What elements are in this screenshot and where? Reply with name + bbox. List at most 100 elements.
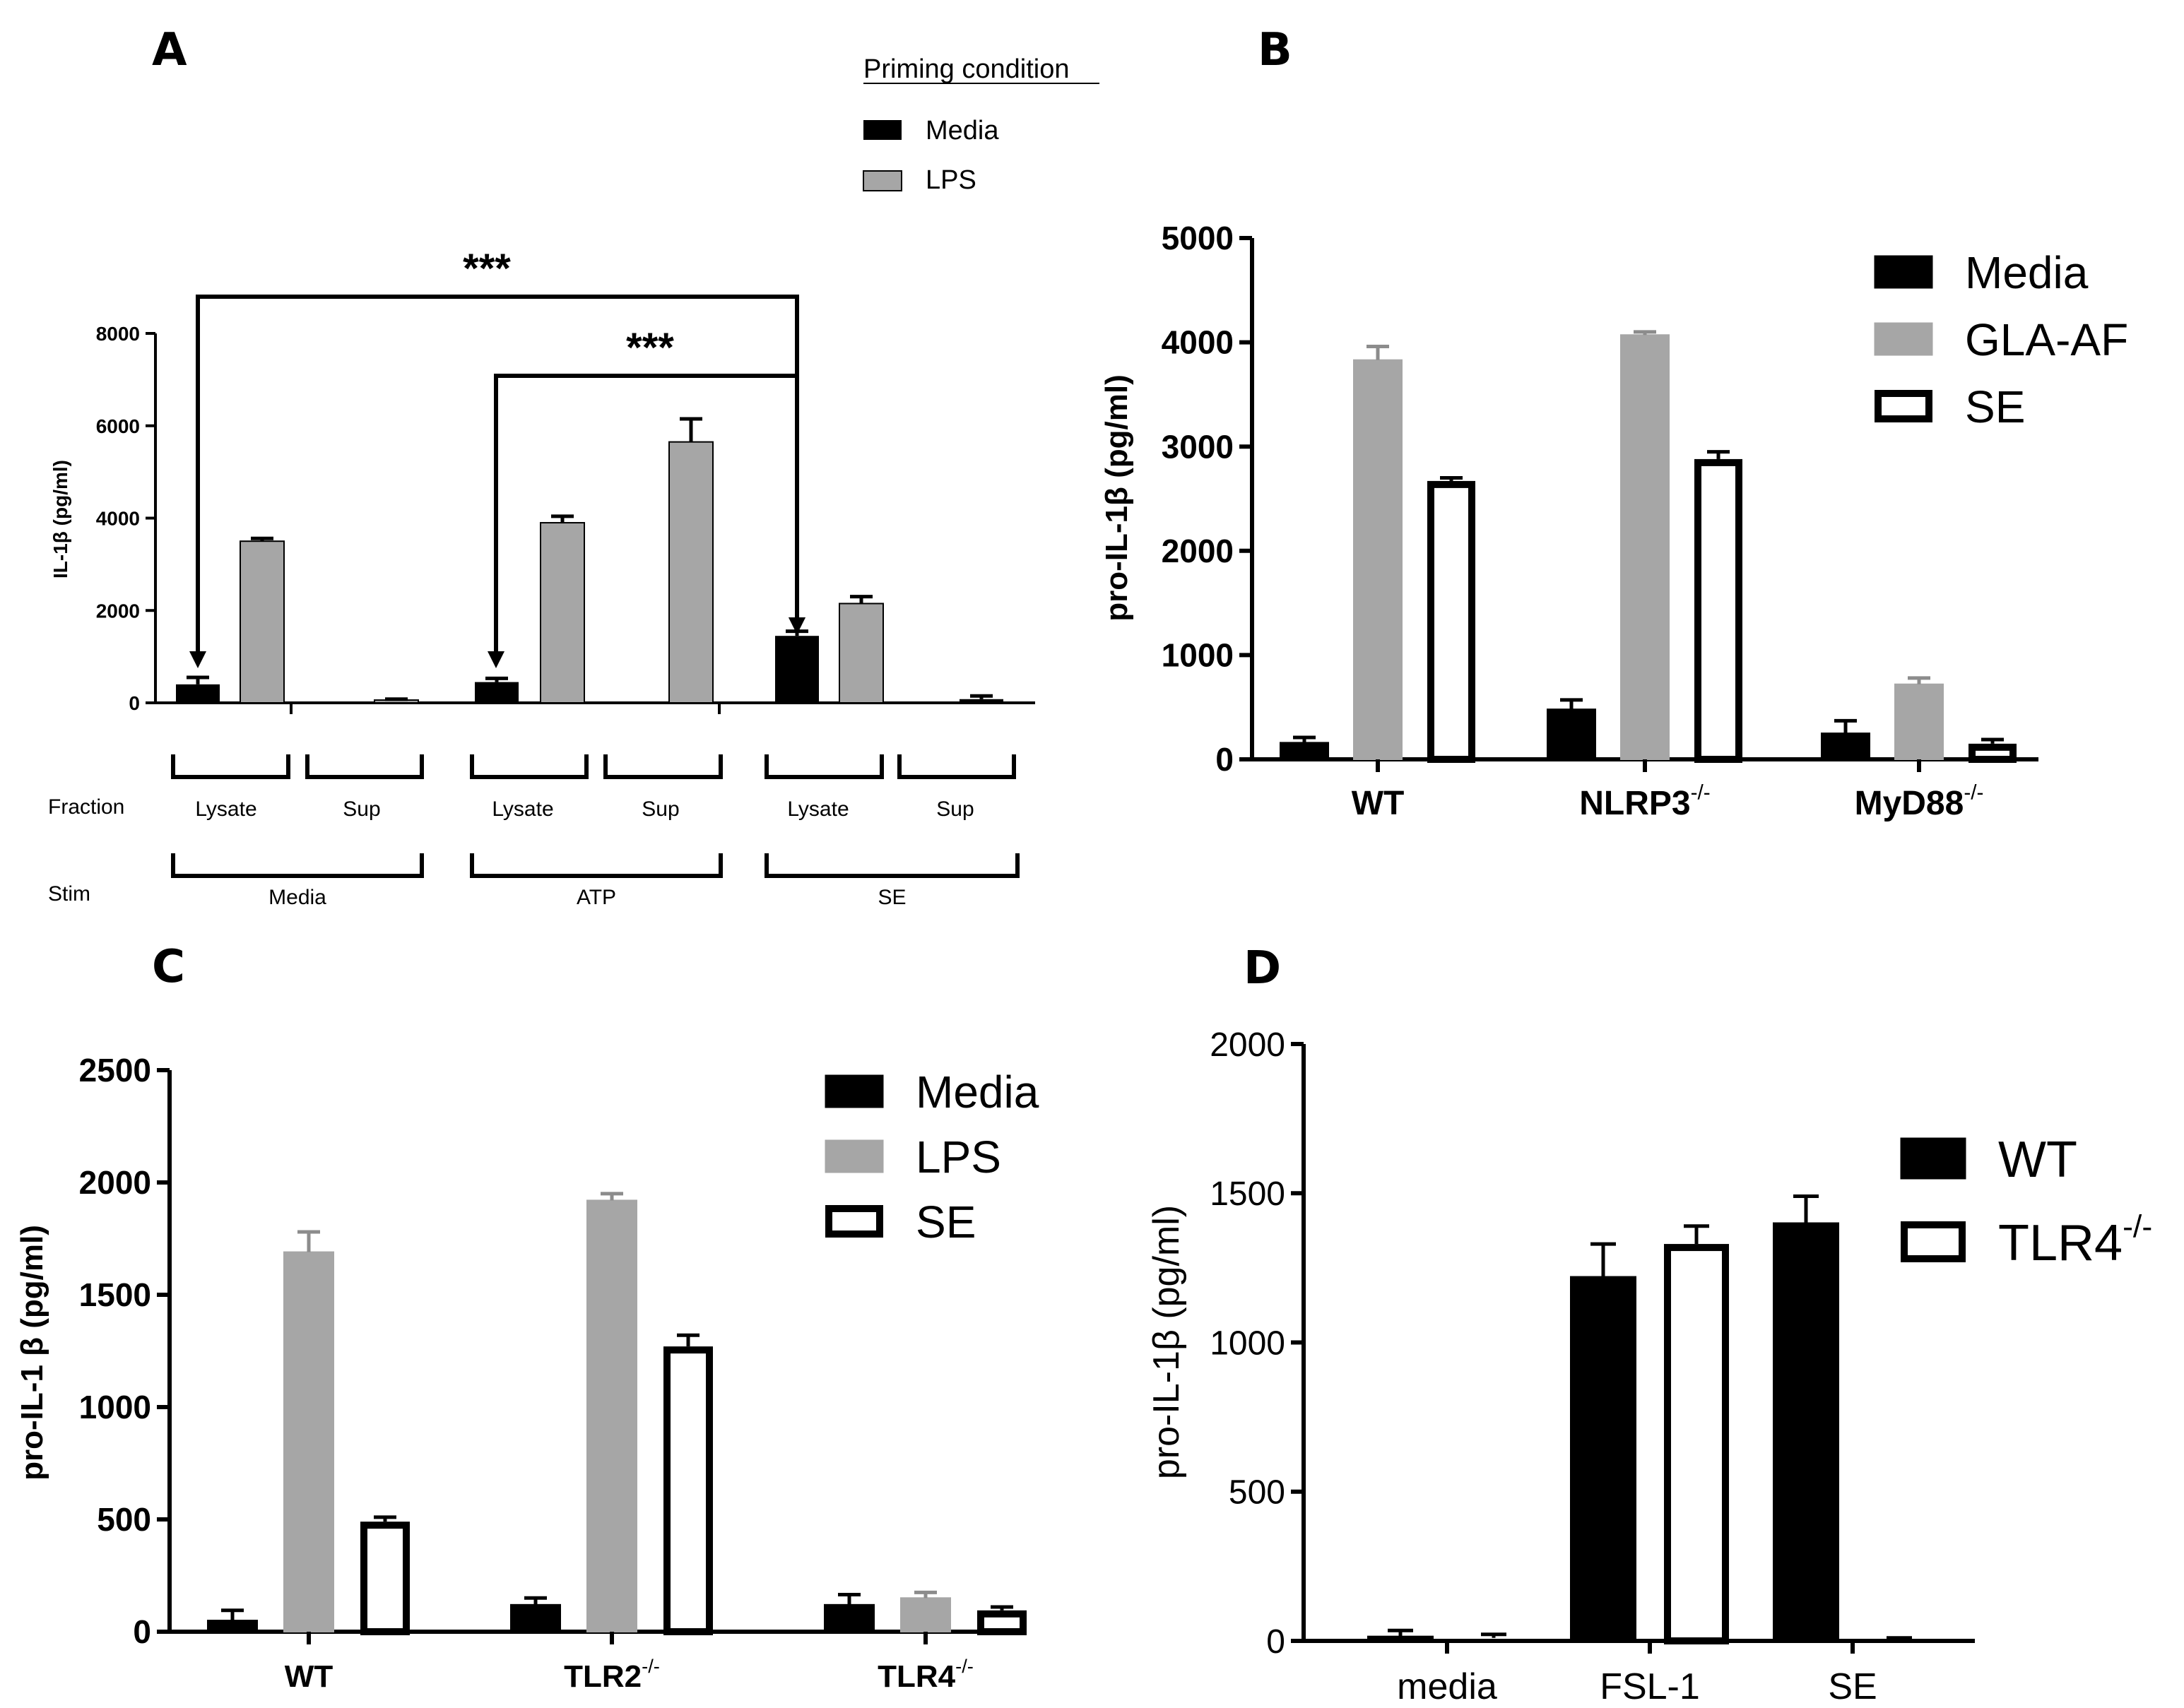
chart-panel-b: 0 1000 2000 3000 4000 5000 pro-IL-1β (pg/ml) WT… [1099, 220, 2128, 822]
x-tick-label: WT [285, 1659, 333, 1694]
bracket-arrowhead [189, 651, 206, 668]
significance-bracket [494, 374, 799, 664]
x-tick-label-main: WT [285, 1659, 333, 1694]
bar [1968, 743, 2017, 763]
y-tick-label: 0 [1266, 1623, 1285, 1661]
legend-label: Media [916, 1067, 1039, 1117]
y-axis-title: pro-IL-1 β (pg/ml) [15, 1225, 49, 1481]
x-tick-label: FSL-1 [1600, 1666, 1700, 1707]
legend-label: SE [916, 1197, 976, 1247]
y-tick-label: 1000 [79, 1389, 151, 1425]
bar [960, 699, 1003, 703]
fraction-bracket [470, 754, 589, 779]
x-tick-label-main: TLR4 [878, 1659, 956, 1694]
bar [176, 684, 220, 703]
x-tick-label-superscript: -/- [1691, 781, 1711, 804]
legend-label: Media [926, 116, 999, 146]
bar [775, 636, 819, 703]
y-tick-label: 2000 [79, 1164, 151, 1201]
legend-label: LPS [926, 165, 976, 195]
y-tick-label: 0 [129, 692, 140, 714]
fraction-bracket [897, 754, 1016, 779]
legend-label-main: GLA-AF [1965, 314, 2128, 365]
bar [1367, 1635, 1434, 1642]
y-tick-label: 1500 [1210, 1175, 1285, 1213]
y-tick-label: 2000 [96, 600, 140, 622]
bar [1353, 359, 1403, 760]
significance-label: *** [626, 325, 674, 371]
y-tick-label: 5000 [1162, 220, 1234, 256]
y-tick-label: 2000 [1210, 1026, 1285, 1064]
chart-panel-d: 0 500 1000 1500 2000 pro-IL-1β (pg/ml) media FS… [1146, 1026, 2152, 1707]
legend-swatch [1900, 1137, 1966, 1180]
panel-label-d: D [1244, 942, 1281, 995]
stim-bracket [765, 853, 1020, 878]
y-tick-label: 6000 [96, 415, 140, 437]
y-tick-label: 8000 [96, 323, 140, 345]
bar [839, 603, 884, 704]
legend-label: WT [1998, 1132, 2077, 1188]
fraction-label: Lysate [195, 797, 256, 821]
bar [977, 1610, 1027, 1636]
y-tick-label: 2500 [79, 1052, 151, 1089]
y-axis-title: pro-IL-1β (pg/ml) [1099, 374, 1134, 621]
chart-panel-c: 0 500 1000 1500 2000 2500 pro-IL-1 β (pg/ml) WT… [15, 1052, 1039, 1694]
y-tick-label: 0 [1215, 741, 1234, 778]
fraction-label: Sup [936, 797, 974, 821]
legend-label: SE [1965, 381, 2025, 432]
legend-swatch [1874, 255, 1933, 289]
bar [1547, 708, 1596, 760]
bar [1664, 1244, 1729, 1644]
bar [510, 1603, 561, 1633]
bar [586, 1199, 637, 1632]
bar [663, 1346, 713, 1635]
legend-label-main: TLR4 [1998, 1215, 2123, 1271]
x-tick-label-main: MyD88 [1855, 785, 1964, 822]
stim-row-title: Stim [48, 882, 90, 906]
legend-swatch [1874, 322, 1933, 356]
bar [360, 1522, 410, 1635]
y-tick-label: 500 [1229, 1474, 1285, 1512]
stim-label: ATP [577, 886, 616, 909]
x-tick-label-superscript: -/- [955, 1655, 974, 1677]
y-tick-label: 2000 [1162, 533, 1234, 569]
fraction-bracket [305, 754, 424, 779]
y-axis-title: IL-1β (pg/ml) [49, 460, 71, 579]
panel-label-b: B [1258, 24, 1292, 76]
x-tick-label: MyD88-/- [1855, 781, 1984, 822]
x-tick-label-main: SE [1828, 1666, 1877, 1707]
x-tick-label: media [1397, 1666, 1497, 1707]
bar [207, 1620, 258, 1633]
fraction-bracket [171, 754, 290, 779]
legend-label-main: WT [1998, 1132, 2077, 1188]
legend-swatch [863, 120, 902, 140]
bar [900, 1597, 951, 1633]
x-tick-label: TLR4-/- [878, 1655, 974, 1694]
stim-bracket [171, 853, 424, 878]
chart-panel-a: 0 2000 4000 6000 8000 IL-1β (pg/ml) *** *** Lysa… [48, 54, 1099, 909]
bar [824, 1603, 875, 1633]
legend-label-main: Media [916, 1067, 1039, 1117]
fraction-bracket [765, 754, 884, 779]
bar [475, 682, 519, 703]
stim-bracket [470, 853, 723, 878]
y-tick-label: 0 [133, 1613, 151, 1650]
x-tick-label-superscript: -/- [642, 1655, 660, 1677]
legend-label: LPS [916, 1132, 1001, 1182]
y-tick-label: 4000 [1162, 324, 1234, 361]
bar [1821, 733, 1870, 760]
legend-swatch [1875, 390, 1932, 422]
fraction-row-title: Fraction [48, 795, 124, 819]
y-tick-label: 4000 [96, 508, 140, 530]
legend-label-main: SE [1965, 381, 2025, 432]
fraction-label: Lysate [787, 797, 849, 821]
stim-label: Media [268, 886, 326, 909]
bar [668, 441, 714, 704]
y-tick-label: 500 [97, 1501, 151, 1538]
legend-label-main: SE [916, 1197, 976, 1247]
y-tick-label: 3000 [1162, 428, 1234, 465]
bar [283, 1251, 334, 1632]
legend-label: GLA-AF [1965, 314, 2128, 365]
fraction-label: Sup [642, 797, 679, 821]
legend-title: Priming condition [863, 54, 1069, 84]
